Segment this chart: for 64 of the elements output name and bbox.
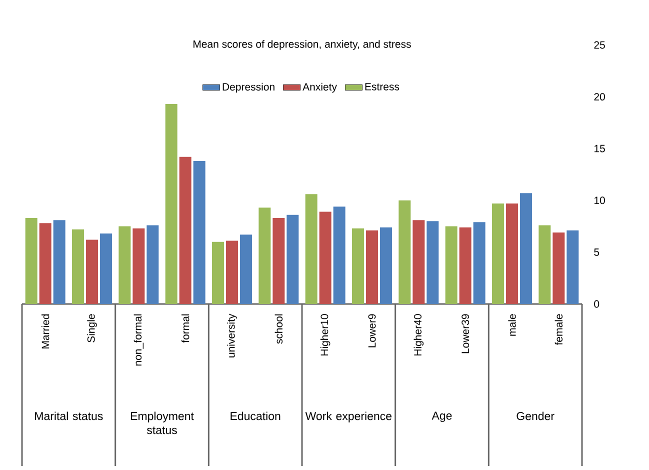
x-tick-label: Lower9 [368,314,376,348]
text: Work experience [305,412,392,422]
bar [25,218,38,304]
bar [286,214,299,304]
text: Gender [516,412,554,420]
bar [165,104,178,304]
bar [272,218,285,304]
bar [445,226,458,304]
x-tick-label: Married [41,314,50,348]
y-tick-label: 5 [594,248,600,256]
text: Employment status [130,412,194,434]
bar [72,229,84,304]
x-tick-label: formal [181,314,190,343]
text: Education [230,412,280,420]
x-tick-label: school [274,314,283,344]
bar [426,221,439,304]
y-tick-label: 20 [594,93,605,101]
x-tick-label: female [554,314,563,346]
bar [520,193,532,304]
bar [552,232,565,304]
legend-label: Anxiety [302,82,337,93]
bar [258,208,271,304]
bar [398,200,411,304]
bar [226,240,238,304]
x-tick-label: Lower39 [462,314,470,354]
bar [319,212,332,304]
text: Age [432,412,452,422]
y-tick-label: 10 [594,196,605,204]
bar [146,225,159,304]
bar [506,203,518,304]
bar [240,234,252,304]
bar [179,156,192,304]
bar [459,227,472,304]
bar [380,227,392,304]
chart-title: Mean scores of depression, anxiety, and stress [194,40,411,50]
x-tick-label: male [508,314,516,336]
x-tick-label: non_formal [134,314,144,366]
bar [39,223,52,304]
bar [86,240,98,304]
bar [53,220,66,304]
bar [193,161,206,304]
bar [352,228,364,304]
x-tick-label: Single [87,314,97,342]
bar [132,228,145,304]
bar [538,225,551,304]
bar [492,203,504,304]
bar [566,230,579,304]
y-tick-label: 25 [594,41,605,49]
x-tick-label: university [227,314,237,358]
bar [412,220,425,304]
legend-label: Estress [365,83,400,90]
bar [212,242,224,304]
bar [118,226,131,304]
bar [100,234,112,304]
bar [366,230,378,304]
legend-label: Depression [222,82,274,93]
x-tick-label: Higher40 [414,314,424,356]
text: Marital status [35,412,103,420]
y-tick-label: 15 [594,144,605,152]
bar [333,206,346,304]
bar [305,194,318,304]
y-tick-label: 0 [594,300,600,308]
bar [473,222,486,304]
x-tick-label: Higher10 [320,314,330,356]
